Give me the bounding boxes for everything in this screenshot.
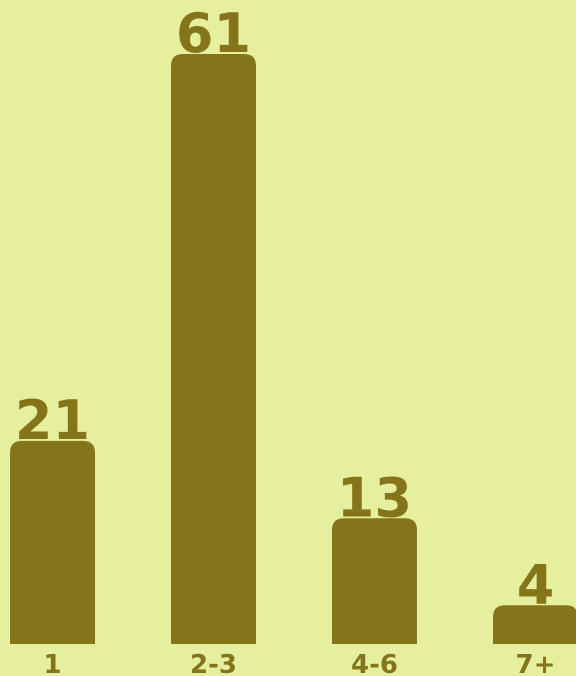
bars-group [10, 54, 576, 644]
category-label: 1 [43, 650, 61, 676]
category-label: 4-6 [351, 650, 398, 676]
bar-7+ [493, 605, 576, 644]
value-label: 61 [176, 2, 251, 65]
category-label: 2-3 [190, 650, 237, 676]
value-label: 13 [337, 466, 412, 529]
category-label: 7+ [516, 650, 556, 676]
bar-4-6 [332, 518, 417, 644]
value-labels-group: 21 61 13 4 [15, 2, 554, 616]
value-label: 21 [15, 389, 90, 452]
value-label: 4 [517, 553, 555, 616]
category-labels-group: 1 2-3 4-6 7+ [43, 650, 555, 676]
bar-2-3 [171, 54, 256, 644]
bar-1 [10, 440, 95, 644]
